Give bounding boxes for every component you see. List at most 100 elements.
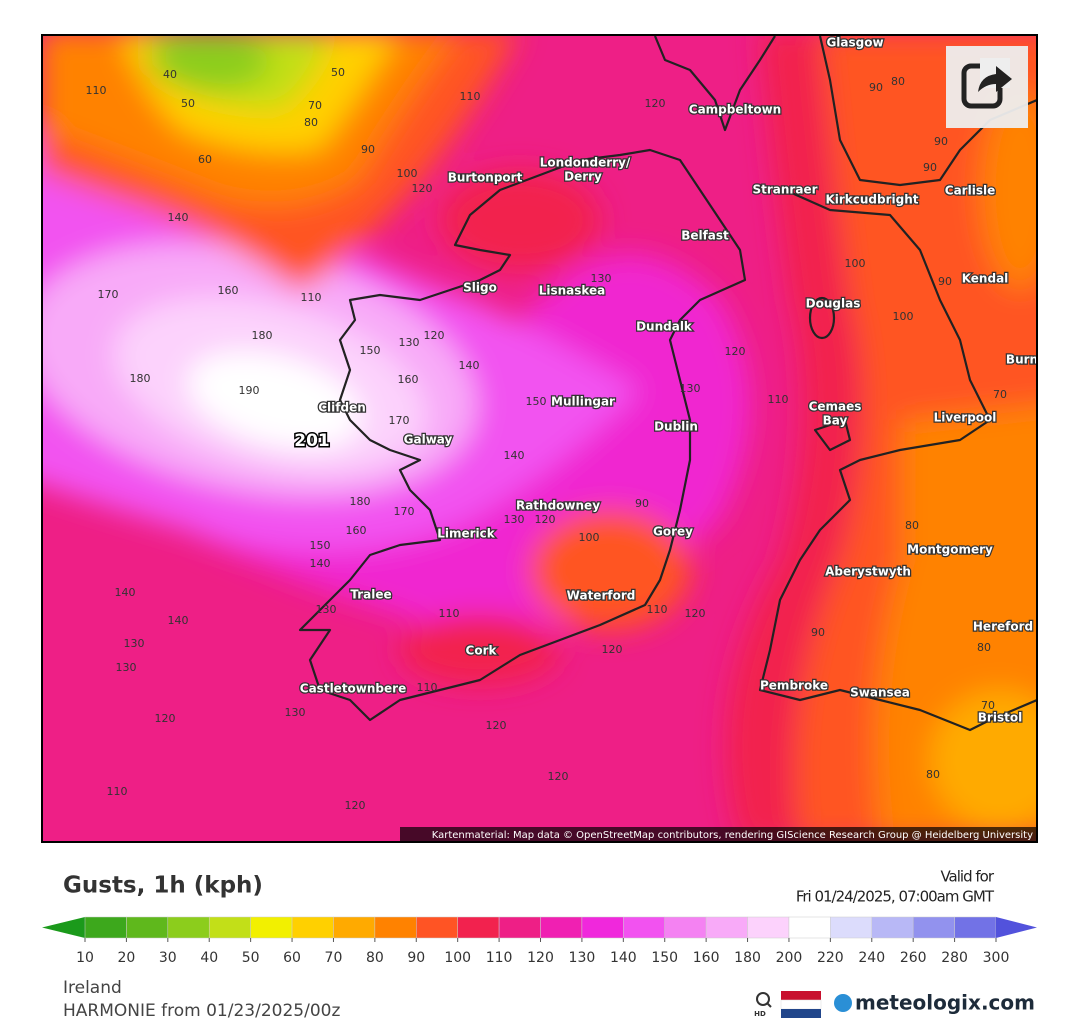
colorbar-tick-label: 240 bbox=[858, 950, 885, 966]
colorbar-tick-label: 90 bbox=[407, 950, 425, 966]
colorbar-segment bbox=[664, 916, 707, 939]
colorbar-segment bbox=[208, 916, 251, 939]
contour-label: 90 bbox=[811, 626, 825, 639]
contour-label: 50 bbox=[331, 66, 345, 79]
contour-label: 130 bbox=[680, 382, 701, 395]
contour-label: 180 bbox=[252, 329, 273, 342]
flag[interactable] bbox=[780, 991, 822, 1018]
contour-label: 130 bbox=[316, 603, 337, 616]
colorbar-tick-label: 80 bbox=[366, 950, 384, 966]
colorbar-segment bbox=[126, 916, 169, 939]
contour-label: 120 bbox=[602, 643, 623, 656]
place-label: Mullingar bbox=[551, 395, 615, 409]
contour-label: 80 bbox=[891, 75, 905, 88]
colorbar-tick-label: 160 bbox=[693, 950, 720, 966]
contour-label: 140 bbox=[115, 586, 136, 599]
place-label: Bay bbox=[823, 414, 848, 428]
colorbar-tick-label: 120 bbox=[527, 950, 554, 966]
contour-label: 60 bbox=[198, 153, 212, 166]
place-label: Castletownbere bbox=[300, 682, 406, 696]
colorbar-tick-label: 20 bbox=[117, 950, 135, 966]
contour-labels: 40 50 50 110 70 80 60 90 110 120 100 120 140 170 160 11… bbox=[86, 66, 1008, 812]
place-label: Sligo bbox=[463, 281, 497, 295]
contour-label: 140 bbox=[310, 557, 331, 570]
contour-label: 120 bbox=[424, 329, 445, 342]
colorbar-tick-label: 180 bbox=[734, 950, 761, 966]
contour-label: 140 bbox=[459, 359, 480, 372]
contour-label: 110 bbox=[301, 291, 322, 304]
contour-label: 170 bbox=[394, 505, 415, 518]
place-label: Gorey bbox=[653, 525, 693, 539]
contour-label: 110 bbox=[647, 603, 668, 616]
colorbar-segment bbox=[747, 916, 790, 939]
contour-label: 150 bbox=[526, 395, 547, 408]
colorbar-tick-label: 110 bbox=[486, 950, 513, 966]
place-label: Burtonport bbox=[448, 171, 523, 185]
colorbar-segment bbox=[705, 916, 748, 939]
place-label: Galway bbox=[404, 433, 453, 447]
colorbar-tick-label: 30 bbox=[159, 950, 177, 966]
contour-label: 80 bbox=[926, 768, 940, 781]
contour-label: 70 bbox=[993, 388, 1007, 401]
colorbar: 10 20 30 40 50 60 70 80 90 100 110 120 130 140 150 160 1… bbox=[42, 916, 1037, 966]
hd-label: HD bbox=[754, 1010, 766, 1018]
coastlines bbox=[298, 36, 1037, 732]
colorbar-tick-label: 70 bbox=[325, 950, 343, 966]
contour-label: 90 bbox=[361, 143, 375, 156]
place-label: Cemaes bbox=[809, 400, 862, 414]
contour-label: 130 bbox=[399, 336, 420, 349]
contour-label: 130 bbox=[504, 513, 525, 526]
contour-label: 100 bbox=[893, 310, 914, 323]
place-label: Dundalk bbox=[636, 320, 693, 334]
legend-title: Gusts, 1h (kph) bbox=[63, 873, 263, 899]
max-label: 201 bbox=[294, 431, 330, 451]
contour-label: 120 bbox=[345, 799, 366, 812]
colorbar-segment bbox=[457, 916, 500, 939]
contour-label: 70 bbox=[308, 99, 322, 112]
valid-label: Valid for bbox=[940, 868, 994, 886]
place-label: Kirkcudbright bbox=[825, 193, 918, 207]
place-label: Belfast bbox=[681, 229, 729, 243]
contour-label: 100 bbox=[579, 531, 600, 544]
contour-label: 130 bbox=[285, 706, 306, 719]
contour-label: 130 bbox=[116, 661, 137, 674]
colorbar-segment bbox=[250, 916, 293, 939]
colorbar-segment bbox=[912, 916, 955, 939]
place-label: Pembroke bbox=[760, 679, 828, 693]
map-field: 40 50 50 110 70 80 60 90 110 120 100 120 140 170 160 11… bbox=[43, 36, 1037, 842]
contour-label: 100 bbox=[845, 257, 866, 270]
place-label: Glasgow bbox=[826, 36, 883, 50]
contour-label: 180 bbox=[350, 495, 371, 508]
colorbar-tick-label: 10 bbox=[76, 950, 94, 966]
place-label: Kendal bbox=[962, 272, 1009, 286]
contour-label: 40 bbox=[163, 68, 177, 81]
place-label: Londonderry/ bbox=[540, 156, 631, 170]
colorbar-tick-label: 60 bbox=[283, 950, 301, 966]
colorbar-segment bbox=[374, 916, 417, 939]
contour-label: 120 bbox=[155, 712, 176, 725]
contour-label: 140 bbox=[168, 614, 189, 627]
contour-label: 160 bbox=[346, 524, 367, 537]
contour-label: 130 bbox=[591, 272, 612, 285]
colorbar-segment bbox=[954, 916, 997, 939]
colorbar-segment bbox=[498, 916, 541, 939]
contour-label: 160 bbox=[398, 373, 419, 386]
colorbar-segment bbox=[291, 916, 334, 939]
place-label: Douglas bbox=[806, 297, 861, 311]
attribution: Kartenmaterial: Map data © OpenStreetMap… bbox=[432, 830, 1033, 841]
share-button[interactable] bbox=[946, 46, 1028, 128]
contour-label: 120 bbox=[535, 513, 556, 526]
contour-label: 110 bbox=[417, 681, 438, 694]
contour-label: 100 bbox=[397, 167, 418, 180]
hd-search[interactable]: HD bbox=[754, 992, 772, 1018]
colorbar-tick-label: 50 bbox=[242, 950, 260, 966]
contour-label: 110 bbox=[86, 84, 107, 97]
colorbar-tick-label: 280 bbox=[941, 950, 968, 966]
colorbar-segment bbox=[416, 916, 458, 939]
colorbar-segment bbox=[540, 916, 583, 939]
colorbar-tick-label: 150 bbox=[651, 950, 678, 966]
contour-label: 120 bbox=[685, 607, 706, 620]
place-label: Clifden bbox=[318, 401, 366, 415]
colorbar-arrow-high bbox=[996, 917, 1037, 938]
